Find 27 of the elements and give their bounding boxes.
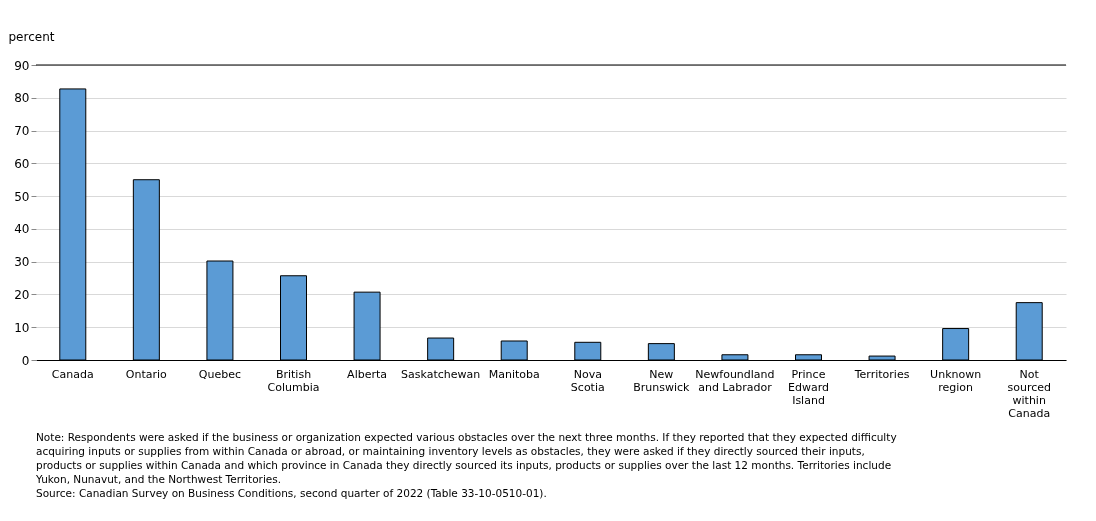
x-tick-label: Ontario	[125, 367, 168, 381]
x-tick-label: Not sourced within Canada	[1007, 367, 1051, 420]
y-tick-label: 80	[14, 91, 30, 106]
x-tick-label: Territories	[853, 367, 910, 381]
text: Note: Respondents were asked if the business or organization expected various obstacles over the next three months. If they reported that they expected difficulty acquiring inputs or supplies from within Canada or abroad, or maintaining inventory levels as obstacles, they were asked if they directly sourced their inputs, products or supplies within Canada and which province in Canada they directly sourced its inputs, products or supplies over the last 12 months. Territories include Yukon, Nunavut, and the Northwest Territories.	[35, 431, 897, 485]
x-tick-label: New Brunswick	[633, 367, 691, 394]
y-tick-label: 70	[14, 124, 30, 139]
x-tick-label: Alberta	[347, 367, 388, 381]
x-tick-label: British Columbia	[267, 367, 320, 394]
y-tick-label: 0	[21, 353, 30, 368]
x-tick-label: Prince Edward Island	[788, 367, 829, 407]
y-tick-label: 30	[14, 255, 30, 270]
y-tick-label: 40	[14, 222, 30, 237]
source-note: Source: Canadian Survey on Business Conditions, second quarter of 2022 (Table 33-10-0510-01).	[36, 487, 547, 499]
x-tick-label: Newfoundland and Labrador	[695, 367, 775, 394]
x-tick-label: Nova Scotia	[570, 367, 605, 394]
y-axis-title: percent	[8, 29, 55, 44]
x-tick-label: Canada	[51, 367, 94, 381]
x-tick-label: Manitoba	[488, 367, 540, 381]
y-tick-label: 20	[14, 287, 30, 302]
x-tick-label: Saskatchewan	[401, 367, 481, 381]
x-tick-label: Unknown region	[930, 367, 982, 394]
y-tick-label: 60	[14, 156, 30, 171]
y-tick-label: 90	[14, 58, 30, 73]
y-tick-label: 10	[14, 320, 30, 335]
x-tick-label: Quebec	[198, 367, 242, 381]
y-tick-label: 50	[14, 189, 30, 204]
